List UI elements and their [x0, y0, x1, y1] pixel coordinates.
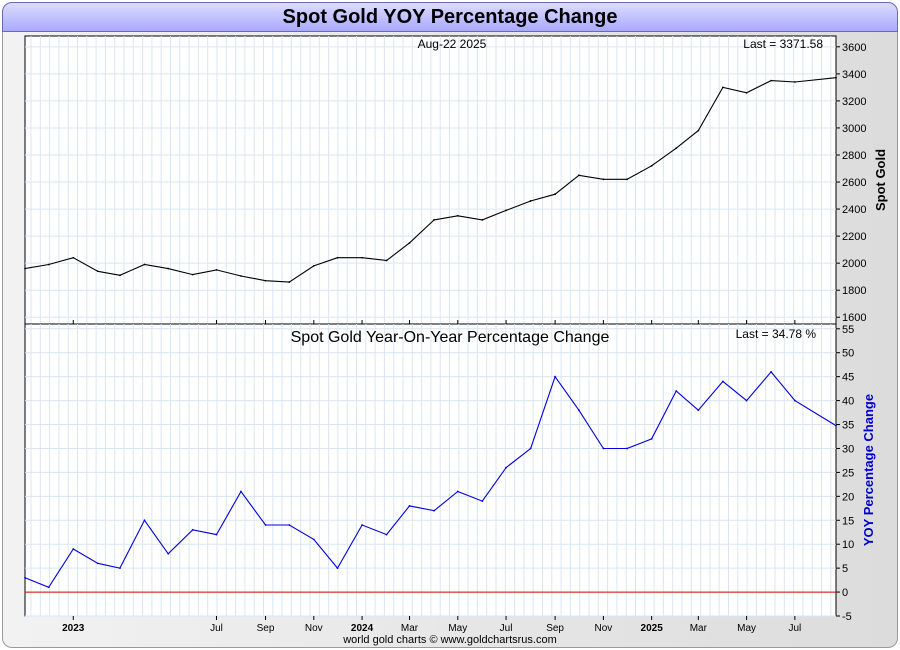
y-tick-label: 2400: [842, 204, 866, 216]
x-axis: 2023 Jul Sep Nov 2024 Mar May Jul Sep Nov 2025 Mar M…: [62, 320, 801, 634]
date-label: Aug-22 2025: [418, 37, 487, 51]
y-tick-label: 20: [842, 491, 854, 503]
yoy-series-line: [24, 371, 837, 588]
chart-title: Spot Gold YOY Percentage Change: [2, 2, 898, 32]
y-tick-label: 2200: [842, 231, 866, 243]
x-tick-label: Nov: [305, 623, 323, 634]
y-tick-label: 2600: [842, 177, 866, 189]
x-tick-label: Sep: [257, 623, 275, 634]
y-tick-label: 35: [842, 420, 854, 432]
y-tick-label: 15: [842, 515, 854, 527]
y-tick-label: 25: [842, 467, 854, 479]
x-tick-label: May: [737, 623, 756, 634]
x-tick-label: 2025: [641, 623, 664, 634]
x-tick-label: Sep: [546, 623, 564, 634]
y-tick-label: 3600: [842, 42, 866, 54]
x-tick-label: Nov: [594, 623, 612, 634]
y-tick-label: 45: [842, 372, 854, 384]
price-axis-label: Spot Gold: [873, 149, 888, 211]
x-tick-label: 2024: [351, 623, 374, 634]
yoy-grid: [24, 324, 837, 617]
y-tick-label: 55: [842, 324, 854, 336]
price-series-line: [24, 77, 837, 283]
price-y-axis: 1600 1800 2000 2200 2400 2600 2800 3000 3200 3400…: [836, 42, 866, 324]
y-tick-label: 0: [842, 587, 848, 599]
x-tick-label: 2023: [62, 623, 85, 634]
y-tick-label: 3400: [842, 69, 866, 81]
yoy-axis-label: YOY Percentage Change: [861, 394, 876, 546]
credit-text: world gold charts © www.goldchartsrus.co…: [342, 634, 557, 646]
x-tick-label: Jul: [500, 623, 513, 634]
x-tick-label: Mar: [401, 623, 419, 634]
yoy-last-label: Last = 34.78 %: [736, 327, 817, 341]
price-grid: [24, 36, 837, 324]
y-tick-label: 1600: [842, 312, 866, 324]
y-tick-label: 3200: [842, 96, 866, 108]
yoy-y-axis: -5 0 5 10 15 20 25 30 35 40 45 50 55: [836, 324, 854, 623]
x-tick-label: May: [448, 623, 467, 634]
y-tick-label: -5: [842, 611, 852, 623]
y-tick-label: 2800: [842, 150, 866, 162]
y-tick-label: 40: [842, 396, 854, 408]
x-tick-label: Jul: [788, 623, 801, 634]
y-tick-label: 10: [842, 539, 854, 551]
price-last-label: Last = 3371.58: [743, 37, 823, 51]
y-tick-label: 3000: [842, 123, 866, 135]
yoy-panel-title: Spot Gold Year-On-Year Percentage Change: [291, 329, 610, 346]
y-tick-label: 1800: [842, 285, 866, 297]
y-tick-label: 2000: [842, 258, 866, 270]
y-tick-label: 50: [842, 348, 854, 360]
x-tick-label: Jul: [210, 623, 223, 634]
y-tick-label: 30: [842, 443, 854, 455]
x-tick-label: Mar: [690, 623, 708, 634]
y-tick-label: 5: [842, 563, 848, 575]
